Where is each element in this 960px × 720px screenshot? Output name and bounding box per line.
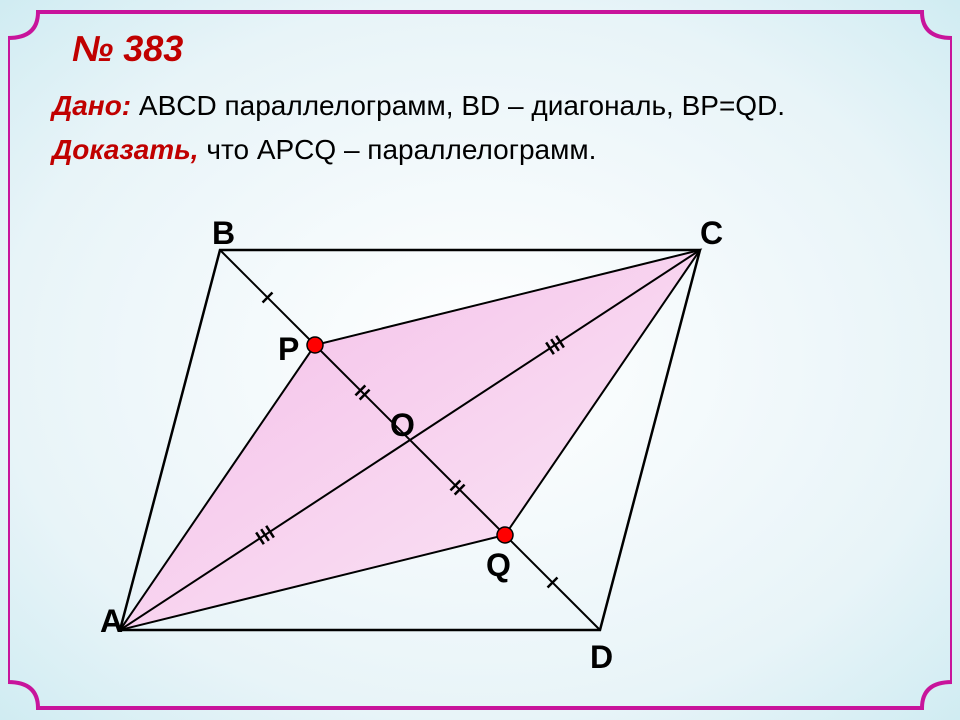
problem-number: № 383 <box>72 28 183 70</box>
label-b: B <box>212 215 235 251</box>
label-q: Q <box>486 547 511 583</box>
prove-line: Доказать, что APCQ – параллелограмм. <box>52 134 596 166</box>
point-p <box>307 337 323 353</box>
label-o: O <box>390 407 415 443</box>
label-a: A <box>100 603 123 639</box>
label-d: D <box>590 639 613 675</box>
prove-label: Доказать, <box>52 134 199 165</box>
label-p: P <box>278 331 299 367</box>
geometry-diagram: A B C D O P Q <box>60 200 760 680</box>
label-c: C <box>700 215 723 251</box>
given-text: ABCD параллелограмм, BD – диагональ, BP=… <box>131 90 785 121</box>
point-q <box>497 527 513 543</box>
prove-text: что APCQ – параллелограмм. <box>199 134 597 165</box>
given-line: Дано: ABCD параллелограмм, BD – диагонал… <box>52 90 785 122</box>
given-label: Дано: <box>52 90 131 121</box>
